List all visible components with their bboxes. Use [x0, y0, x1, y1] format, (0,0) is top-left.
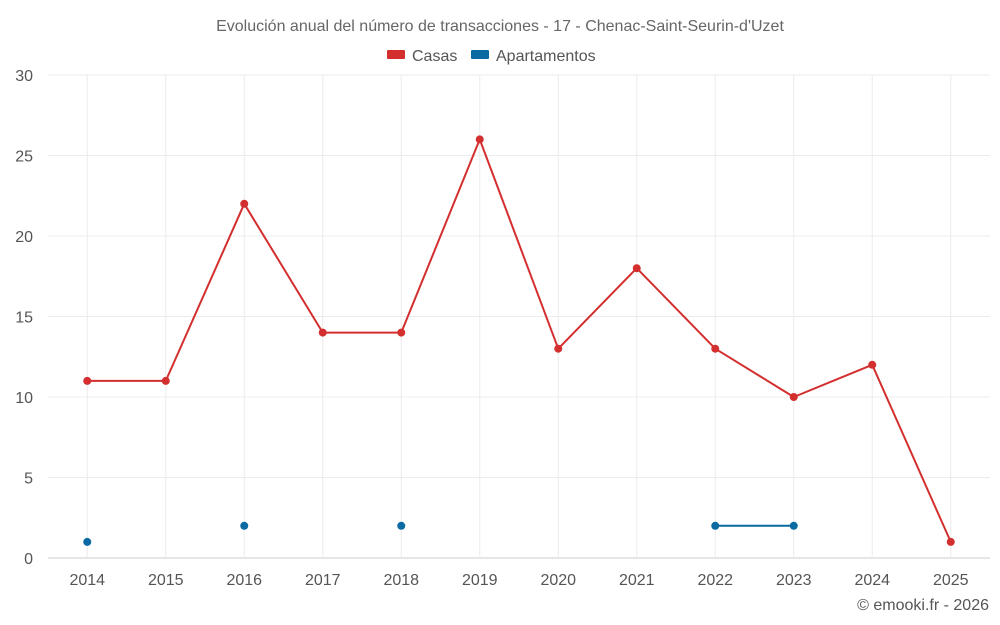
legend-label-casas[interactable]: Casas — [412, 48, 457, 65]
y-tick-label: 15 — [15, 310, 33, 327]
data-point-apartamentos — [83, 537, 92, 546]
y-tick-label: 20 — [15, 229, 33, 246]
y-tick-label: 0 — [24, 551, 33, 568]
data-point-casas — [789, 393, 798, 401]
data-point-apartamentos — [789, 521, 798, 530]
data-point-casas — [318, 328, 327, 337]
legend: Casas Apartamentos — [387, 48, 596, 65]
series-layer — [83, 135, 955, 546]
data-point-casas — [946, 537, 955, 546]
chart-title: Evolución anual del número de transaccio… — [216, 18, 784, 35]
legend-label-apartamentos[interactable]: Apartamentos — [496, 48, 596, 65]
x-tick-label: 2018 — [383, 572, 419, 589]
data-point-casas — [711, 344, 720, 353]
legend-swatch-apartamentos — [471, 50, 489, 59]
data-point-casas — [397, 328, 406, 337]
x-tick-label: 2016 — [226, 572, 262, 589]
y-tick-label: 10 — [15, 390, 33, 407]
series-line-casas — [87, 138, 952, 543]
data-point-casas — [554, 344, 563, 353]
data-point-apartamentos — [711, 521, 720, 530]
y-tick-label: 25 — [15, 149, 33, 166]
data-point-casas — [83, 376, 92, 385]
x-axis: 2014 2015 2016 2017 2018 2019 2020 2021 2022 2023… — [69, 572, 968, 589]
x-tick-label: 2017 — [305, 572, 341, 589]
credit-text: © emooki.fr - 2026 — [857, 597, 989, 614]
x-tick-label: 2025 — [933, 572, 969, 589]
y-axis: 0 5 10 15 20 25 30 — [15, 68, 33, 568]
x-tick-label: 2019 — [462, 572, 498, 589]
data-point-casas — [240, 199, 249, 208]
x-tick-label: 2024 — [854, 572, 890, 589]
gridlines — [48, 74, 990, 559]
x-tick-label: 2021 — [619, 572, 655, 589]
x-tick-label: 2015 — [148, 572, 184, 589]
data-point-casas — [475, 135, 484, 144]
data-point-casas — [632, 264, 641, 273]
x-tick-label: 2023 — [776, 572, 812, 589]
y-tick-label: 5 — [24, 471, 33, 488]
data-point-casas — [161, 376, 170, 385]
data-point-apartamentos — [240, 521, 249, 530]
legend-swatch-casas — [387, 50, 405, 59]
data-point-apartamentos — [397, 521, 406, 530]
data-point-casas — [868, 360, 877, 369]
x-tick-label: 2022 — [697, 572, 733, 589]
x-tick-label: 2014 — [69, 572, 105, 589]
y-tick-label: 30 — [15, 68, 33, 85]
x-tick-label: 2020 — [540, 572, 576, 589]
